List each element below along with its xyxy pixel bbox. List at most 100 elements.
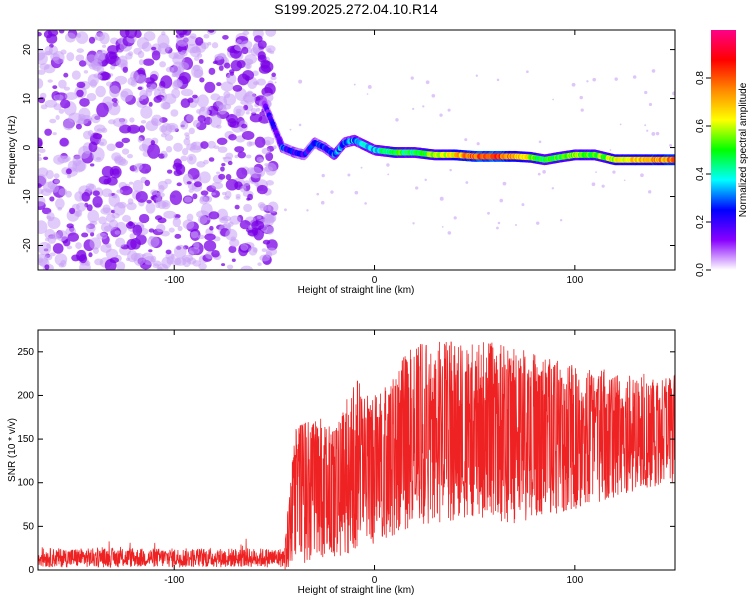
noise-speckle	[180, 50, 188, 57]
noise-speckle	[71, 70, 81, 80]
noise-speckle	[580, 108, 584, 112]
noise-speckle	[592, 77, 597, 82]
noise-speckle	[188, 127, 195, 135]
noise-speckle	[151, 114, 163, 127]
noise-speckle	[38, 96, 46, 104]
noise-speckle	[265, 225, 275, 235]
noise-speckle	[330, 190, 334, 194]
noise-speckle	[261, 248, 267, 253]
noise-speckle	[49, 252, 56, 257]
noise-speckle	[264, 163, 270, 167]
noise-speckle	[537, 172, 541, 176]
noise-speckle	[157, 33, 170, 49]
noise-speckle	[183, 137, 191, 146]
noise-speckle	[119, 185, 133, 196]
snr-y-tick-label: 100	[17, 478, 34, 489]
noise-speckle	[174, 233, 182, 239]
noise-speckle	[646, 129, 649, 132]
noise-speckle	[367, 85, 372, 89]
noise-speckle	[192, 260, 202, 267]
noise-speckle	[145, 202, 156, 214]
noise-speckle	[133, 163, 143, 171]
noise-speckle	[181, 120, 187, 126]
noise-speckle	[88, 141, 98, 153]
noise-speckle	[110, 65, 116, 70]
noise-speckle	[158, 184, 165, 193]
noise-speckle	[79, 97, 90, 107]
noise-speckle	[47, 235, 57, 244]
spectrogram-y-tick-label: -10	[22, 189, 33, 204]
noise-speckle	[221, 163, 226, 167]
noise-speckle	[306, 209, 309, 212]
noise-speckle	[78, 113, 86, 121]
noise-speckle	[579, 95, 583, 100]
noise-speckle	[85, 183, 95, 191]
noise-speckle	[252, 70, 259, 77]
noise-speckle	[165, 145, 173, 153]
noise-speckle	[415, 186, 419, 190]
noise-speckle	[88, 36, 96, 44]
noise-speckle	[149, 74, 158, 82]
noise-speckle	[164, 134, 174, 142]
noise-speckle	[60, 259, 67, 268]
noise-speckle	[272, 137, 275, 140]
noise-speckle	[127, 77, 137, 86]
noise-speckle	[103, 178, 110, 185]
noise-speckle	[56, 230, 68, 242]
noise-speckle	[240, 243, 249, 251]
noise-speckle	[190, 231, 199, 239]
noise-speckle	[651, 69, 656, 73]
noise-speckle	[364, 202, 367, 205]
noise-speckle	[137, 86, 143, 91]
noise-speckle	[208, 211, 220, 220]
noise-speckle	[89, 163, 95, 167]
noise-speckle	[265, 30, 277, 37]
noise-speckle	[76, 249, 87, 262]
noise-speckle	[648, 190, 652, 194]
noise-speckle	[204, 81, 216, 93]
noise-speckle	[207, 30, 215, 33]
noise-speckle	[274, 81, 277, 84]
noise-speckle	[586, 80, 589, 83]
noise-speckle	[246, 197, 251, 201]
noise-speckle	[147, 143, 161, 159]
noise-speckle	[38, 196, 46, 207]
noise-speckle	[245, 154, 252, 159]
noise-speckle	[270, 75, 277, 81]
noise-speckle	[137, 97, 144, 102]
noise-speckle	[138, 125, 146, 133]
noise-speckle	[138, 213, 150, 224]
noise-speckle	[264, 230, 268, 234]
noise-speckle	[127, 250, 138, 263]
noise-speckle	[72, 159, 86, 173]
noise-speckle	[143, 255, 155, 265]
noise-speckle	[43, 30, 53, 39]
noise-speckle	[120, 90, 129, 98]
noise-speckle	[298, 79, 303, 84]
noise-speckle	[216, 124, 222, 129]
noise-speckle	[253, 35, 263, 43]
noise-speckle	[92, 190, 100, 197]
noise-speckle	[138, 143, 149, 152]
noise-speckle	[236, 60, 246, 69]
noise-speckle	[551, 187, 555, 190]
noise-speckle	[52, 50, 65, 64]
noise-speckle	[138, 59, 145, 66]
snr-panel: -100 0 100 0 50 100 150 200 250 Height of strai…	[7, 329, 676, 596]
noise-speckle	[424, 178, 427, 182]
noise-speckle	[298, 123, 302, 127]
spectrogram-y-ticks: 20 10 0 -10 -20	[22, 44, 675, 253]
noise-speckle	[109, 165, 122, 179]
noise-speckle	[258, 64, 271, 74]
colorbar-label: Normalized spectral amplitude	[738, 82, 749, 217]
noise-speckle	[91, 113, 101, 124]
noise-speckle	[62, 119, 75, 131]
noise-speckle	[542, 170, 546, 174]
noise-speckle	[165, 122, 179, 133]
noise-speckle	[271, 72, 277, 78]
snr-frame	[37, 329, 676, 571]
noise-speckle	[57, 207, 63, 211]
noise-speckle	[76, 202, 87, 212]
noise-speckle	[353, 83, 356, 86]
noise-speckle	[249, 166, 263, 179]
